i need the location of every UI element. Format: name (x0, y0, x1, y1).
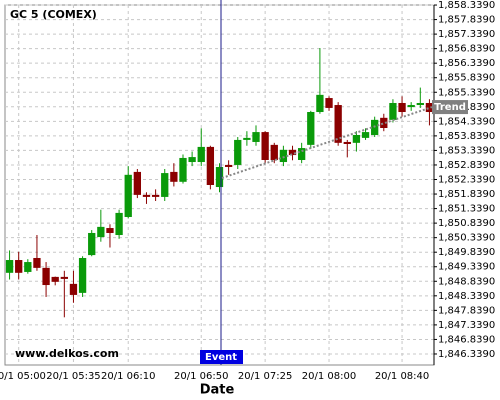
candle-body (115, 212, 123, 236)
y-tick-label: 1,856.8390 (438, 44, 495, 55)
candle-body (316, 94, 324, 113)
x-tick-label: 20/1 08:40 (375, 371, 429, 382)
candle-body (334, 105, 342, 143)
y-tick-label: 1,848.3390 (438, 291, 495, 302)
candle-body (325, 98, 333, 108)
y-tick-label: 1,857.3390 (438, 29, 495, 40)
candle-body (389, 102, 397, 120)
y-tick-label: 1,850.8390 (438, 218, 495, 229)
candle-body (279, 149, 288, 163)
candle-body (42, 267, 50, 286)
y-tick-label: 1,858.3390 (438, 0, 495, 11)
candle-body (252, 132, 260, 142)
candle-body (51, 276, 59, 282)
candle-body (407, 105, 415, 108)
trend-box (432, 100, 468, 115)
candle-body (151, 194, 160, 197)
y-tick-label: 1,855.3390 (438, 87, 495, 98)
x-axis-title: Date (200, 383, 235, 398)
candle-body (188, 157, 196, 163)
candle-body (142, 194, 151, 197)
x-tick-label: 20/1 06:10 (101, 371, 155, 382)
candle-body (352, 134, 361, 143)
y-tick-label: 1,851.3390 (438, 204, 495, 215)
x-tick-label: 20/1 06:50 (174, 371, 228, 382)
candle-body (307, 112, 315, 145)
y-tick-label: 1,852.8390 (438, 160, 495, 171)
candle-body (215, 166, 224, 188)
candle-body (106, 228, 114, 233)
y-tick-label: 1,854.3390 (438, 116, 495, 127)
y-tick-label: 1,846.8390 (438, 334, 495, 345)
y-tick-label: 1,849.3390 (438, 262, 495, 273)
y-tick-label: 1,856.3390 (438, 58, 495, 69)
y-tick-label: 1,852.3390 (438, 175, 495, 186)
candle-body (78, 257, 87, 293)
y-tick-label: 1,853.8390 (438, 131, 495, 142)
event-box (200, 350, 243, 364)
candle-body (398, 102, 406, 113)
x-tick-label: 20/1 05:35 (46, 371, 100, 382)
candle-body (416, 102, 424, 106)
x-tick-label: 20/1 07:25 (238, 371, 292, 382)
candle-body (361, 132, 370, 138)
y-tick-label: 1,857.8390 (438, 15, 495, 26)
y-tick-label: 1,848.8390 (438, 276, 495, 287)
candle-body (161, 173, 169, 197)
candle-body (270, 144, 278, 160)
candle-body (261, 132, 269, 160)
candle-body (234, 139, 242, 165)
candle-body (206, 146, 215, 185)
y-tick-label: 1,846.3390 (438, 349, 495, 360)
candle-body (170, 171, 178, 182)
y-tick-label: 1,847.3390 (438, 320, 495, 331)
candle-body (343, 141, 351, 144)
y-tick-label: 1,855.8390 (438, 73, 495, 84)
candle-body (425, 102, 434, 113)
candle-body (243, 137, 251, 140)
candle-body (88, 232, 96, 256)
candle-body (97, 226, 105, 238)
candle-body (179, 157, 187, 182)
event-label: Event (205, 352, 237, 363)
candle-body (133, 171, 142, 195)
candle-body (33, 257, 41, 268)
trend-line (221, 106, 433, 179)
y-tick-label: 1,851.8390 (438, 189, 495, 200)
candle-body (15, 260, 23, 273)
y-tick-label: 1,849.8390 (438, 247, 495, 258)
candle-body (197, 146, 205, 163)
candle-body (24, 262, 32, 272)
candle-body (224, 164, 233, 167)
chart-title: GC 5 (COMEX) (10, 8, 97, 21)
y-tick-label: 1,853.3390 (438, 145, 495, 156)
candle-body (69, 283, 78, 295)
candle-body (124, 174, 132, 217)
candle-body (60, 276, 68, 279)
watermark: www.delkos.com (15, 347, 119, 360)
candle-body (288, 149, 297, 156)
y-tick-label: 1,847.8390 (438, 305, 495, 316)
candle-body (297, 148, 306, 160)
x-tick-label: 20/1 08:00 (302, 371, 356, 382)
candle-body (5, 260, 14, 273)
y-tick-label: 1,850.3390 (438, 233, 495, 244)
candle-body (380, 117, 388, 129)
trend-label: Trend (434, 102, 466, 113)
x-tick-label: 20/1 05:00 (0, 371, 46, 382)
